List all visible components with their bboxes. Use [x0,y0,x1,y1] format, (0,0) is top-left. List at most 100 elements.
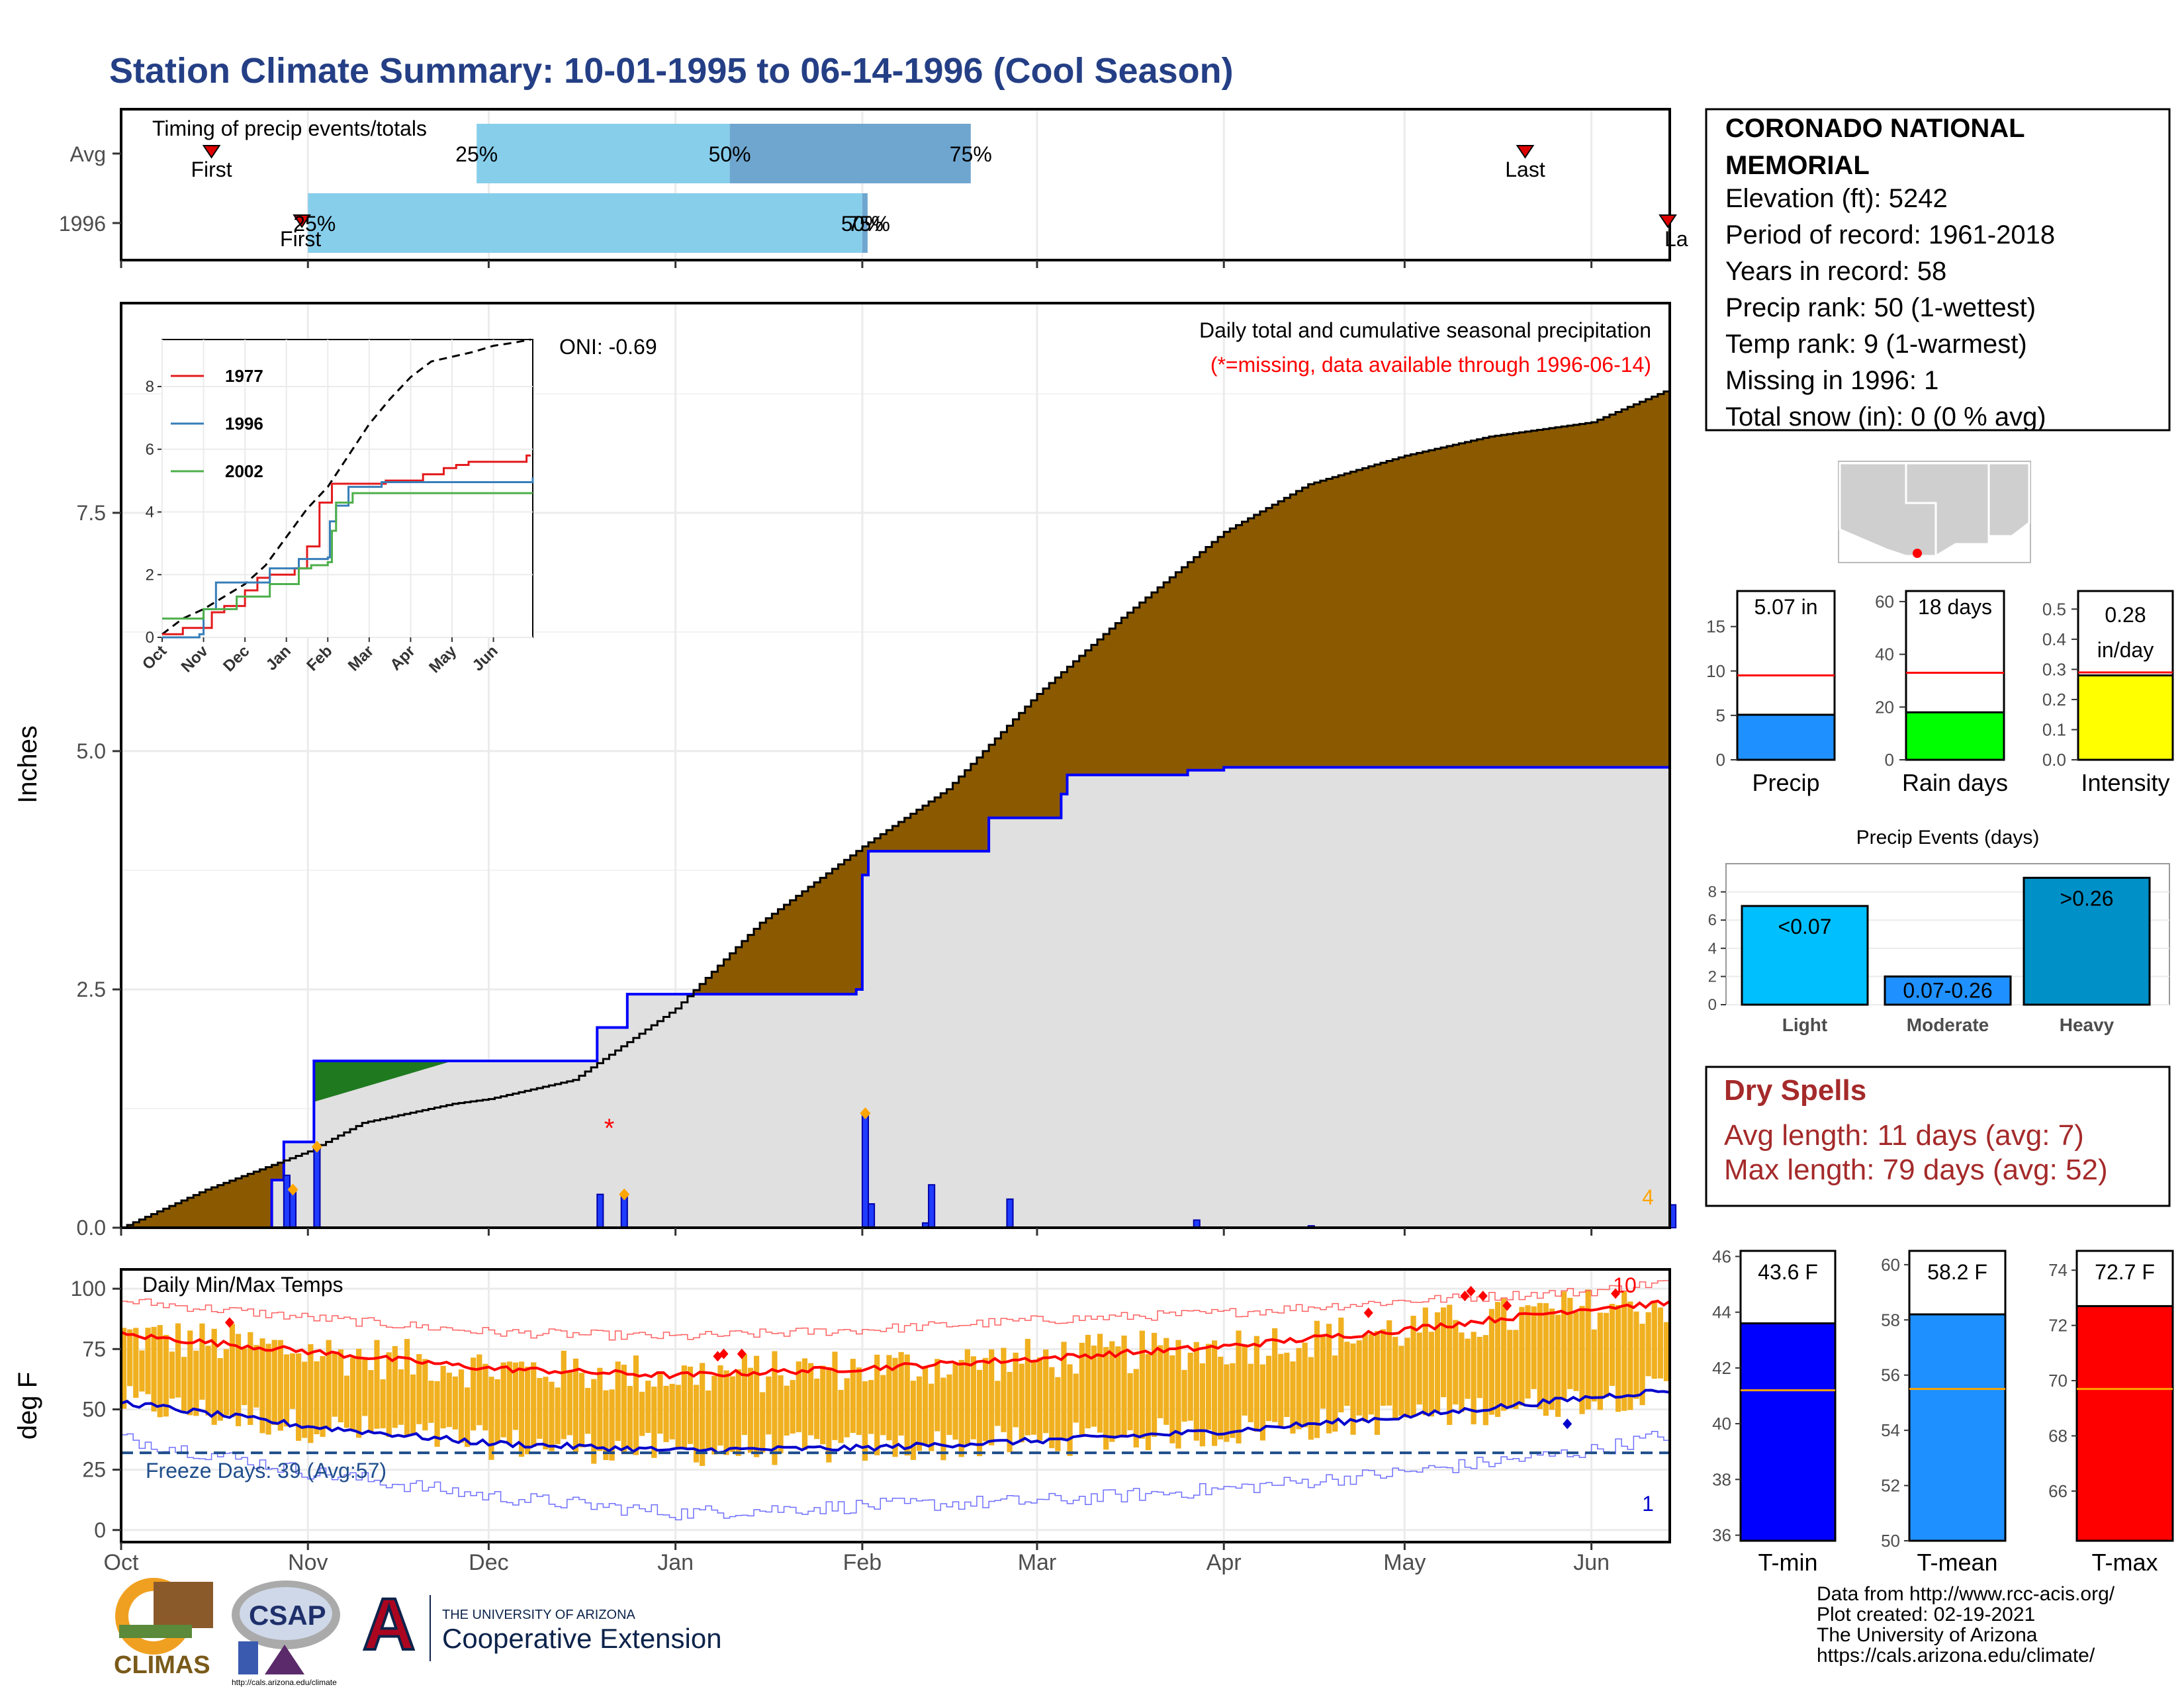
daily-temp-range-bar [627,1386,633,1450]
daily-temp-range-bar [133,1328,139,1398]
temp-bar-y-tick-label: 72 [2048,1316,2068,1336]
daily-temp-range-bar [1121,1336,1127,1438]
daily-temp-range-bar [1175,1340,1181,1449]
daily-temp-range-bar [1416,1332,1422,1405]
timing-avg-first-marker [202,145,221,159]
temp-bar-label: T-min [1758,1549,1818,1576]
daily-temp-range-bar [675,1385,681,1450]
station-location-dot [1913,549,1922,558]
daily-temp-range-bar [1555,1314,1561,1417]
inset-y-tick-label: 2 [146,566,154,584]
record-high-marker [1460,1291,1470,1302]
daily-temp-range-bar [506,1361,512,1445]
daily-temp-range-bar [1368,1334,1374,1415]
daily-temp-range-bar [567,1370,572,1436]
station-info: CORONADO NATIONAL MEMORIAL Elevation (ft… [1705,108,2171,432]
inset-legend-label: 2002 [225,461,263,481]
daily-precip-bar [596,1193,604,1228]
daily-temp-range-bar [205,1346,211,1416]
daily-temp-range-bar [663,1385,669,1442]
precip-y-tick-label: 7.5 [77,501,106,525]
daily-temp-range-bar [1404,1338,1410,1418]
daily-temp-range-bar [248,1332,253,1426]
daily-temp-range-bar [940,1377,946,1461]
daily-temp-range-bar [181,1357,187,1411]
daily-temp-range-bar [332,1351,338,1417]
record-high-marker [719,1348,729,1359]
daily-temp-range-bar [1187,1352,1193,1421]
daily-temp-range-bar [139,1350,145,1392]
temp-bar-y-tick-label: 60 [1881,1255,1900,1275]
record-low-marker [1563,1418,1572,1430]
daily-temp-range-bar [585,1388,591,1434]
daily-temp-range-bar [1248,1363,1253,1422]
daily-temp-range-bar [1441,1307,1447,1398]
daily-temp-range-bar [1061,1342,1067,1440]
daily-temp-range-bar [1645,1312,1651,1377]
daily-temp-range-bar [326,1340,332,1429]
climas-logo: CLIMAS [114,1578,213,1679]
cumulative-1996-line [121,744,1671,1229]
daily-temp-range-bar [1139,1330,1145,1439]
daily-temp-range-bar [151,1326,157,1412]
record-high-marker [224,1317,234,1328]
daily-temp-range-bar [1133,1369,1139,1448]
summary-y-tick-label: 40 [1875,645,1894,664]
daily-temp-range-bar [1603,1312,1610,1398]
daily-temp-range-bar [1549,1308,1555,1410]
month-tick-label: Apr [1206,1550,1242,1575]
precip-y-tick-label: 5.0 [77,739,106,763]
daily-temp-range-bar [477,1354,482,1426]
daily-precip-marker [860,1107,871,1120]
daily-temp-range-bar [416,1353,422,1424]
temp-y-tick-label: 75 [82,1337,106,1361]
daily-precip-bar [861,1113,870,1229]
summary-bar-label: Rain days [1902,769,2008,796]
daily-temp-range-bar [651,1387,657,1458]
timing-label: Timing of precip events/totals [152,116,427,140]
timing-frame [120,108,1671,261]
daily-temp-range-bar [717,1365,723,1446]
daily-temp-range-bar [1151,1332,1158,1438]
daily-temp-range-bar [1471,1332,1477,1425]
daily-temp-range-bar [1036,1357,1043,1441]
daily-temp-range-bar [494,1379,500,1443]
daily-temp-range-bar [1055,1377,1061,1451]
daily-temp-range-bar [525,1367,531,1455]
summary-y-tick-label: 0 [1716,750,1725,770]
daily-temp-range-bar [856,1367,862,1436]
precip-y-tick-label: 2.5 [77,978,106,1001]
daily-temp-range-bar [729,1376,735,1452]
daily-temp-range-bar [814,1378,820,1440]
csap-logo-text: CSAP [249,1600,326,1631]
timing-avg-p50-label: 50% [709,142,751,166]
temp-y-axis-label: deg F [13,1372,42,1440]
daily-temp-range-bar [826,1367,832,1463]
daily-temp-range-bar [157,1325,163,1418]
timing-1996-first-marker [293,214,312,228]
daily-temp-range-bar [1410,1316,1416,1417]
daily-temp-range-bar [458,1369,465,1443]
daily-temp-range-bar [1253,1336,1259,1432]
daily-temp-range-bar [121,1328,127,1409]
daily-temp-range-bar [1537,1303,1543,1410]
daily-temp-range-bar [621,1364,627,1453]
daily-temp-range-bar [1434,1312,1441,1412]
daily-temp-range-bar [1513,1330,1519,1409]
summary-y-tick-label: 0.2 [2042,690,2066,709]
daily-temp-range-bar [754,1355,760,1457]
precip-events-y-tick-label: 6 [1708,911,1717,929]
precip-events-category-label: Moderate [1907,1015,1989,1035]
inset-series-line [162,454,531,635]
daily-temp-range-bar [1290,1361,1296,1434]
daily-temp-range-bar [374,1340,380,1429]
daily-temp-range-bar [308,1344,314,1443]
month-tick-label: Mar [1018,1550,1057,1575]
timing-panel: Timing of precip events/totals Avg 1996 Fir… [59,108,1688,268]
precip-events-y-tick-label: 0 [1708,996,1717,1014]
daily-temp-range-bar [356,1349,362,1438]
daily-temp-range-bar [518,1361,525,1457]
daily-temp-range-bar [693,1385,700,1463]
record-low-line [121,1431,1670,1521]
temp-y-tick-label: 0 [94,1518,106,1542]
